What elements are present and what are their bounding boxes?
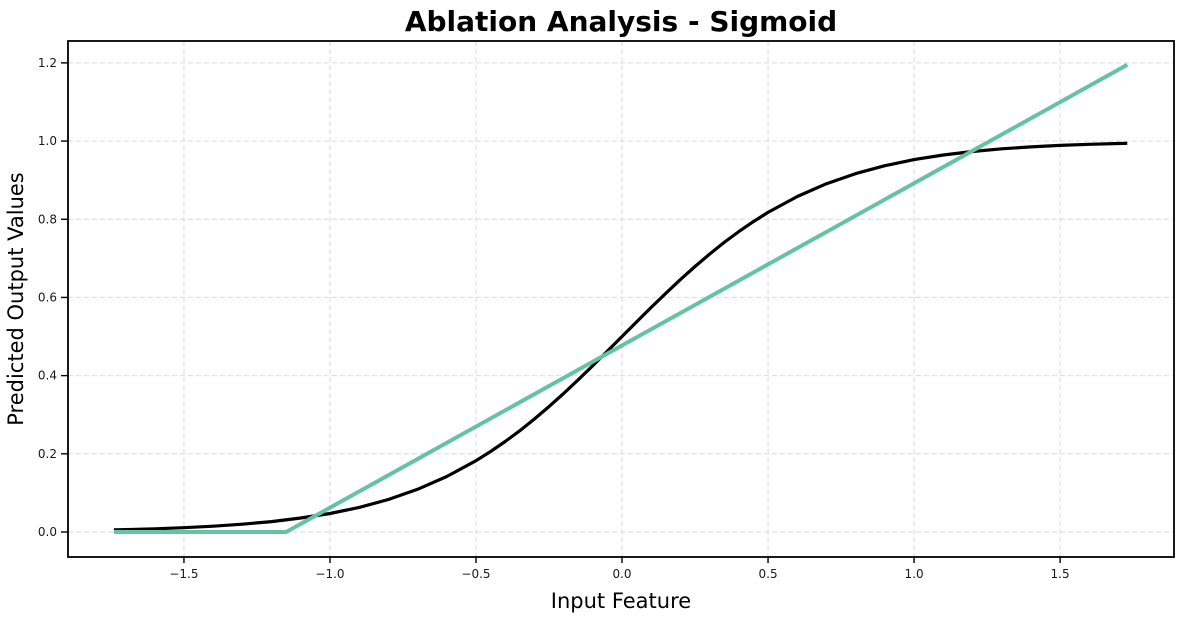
y-tick-label: 0.2 bbox=[38, 447, 57, 461]
x-tick-label: −1.5 bbox=[169, 567, 198, 581]
x-tick-label: 0.0 bbox=[612, 567, 631, 581]
x-tick-label: −0.5 bbox=[461, 567, 490, 581]
y-tick-label: 0.4 bbox=[38, 369, 57, 383]
x-tick-label: 1.0 bbox=[905, 567, 924, 581]
y-tick-label: 0.6 bbox=[38, 290, 57, 304]
y-tick-label: 1.0 bbox=[38, 134, 57, 148]
y-tick-label: 0.0 bbox=[38, 525, 57, 539]
chart-title: Ablation Analysis - Sigmoid bbox=[405, 5, 837, 38]
x-tick-label: 0.5 bbox=[759, 567, 778, 581]
black-sigmoid-curve bbox=[113, 141, 1128, 532]
data-series bbox=[113, 63, 1129, 534]
y-axis-label: Predicted Output Values bbox=[4, 172, 28, 426]
green-piecewise-linear-line bbox=[113, 63, 1129, 534]
x-tick-label: −1.0 bbox=[315, 567, 344, 581]
x-axis-label: Input Feature bbox=[551, 589, 691, 613]
axis-ticks: −1.5 −1.0 −0.5 0.0 0.5 1.0 1.5 0.0 0.2 0.4 0.6 0.8 1… bbox=[38, 56, 1070, 581]
grid-lines bbox=[68, 41, 1174, 557]
y-tick-label: 0.8 bbox=[38, 212, 57, 226]
plot-frame bbox=[67, 40, 1175, 558]
x-tick-label: 1.5 bbox=[1051, 567, 1070, 581]
y-tick-label: 1.2 bbox=[38, 56, 57, 70]
